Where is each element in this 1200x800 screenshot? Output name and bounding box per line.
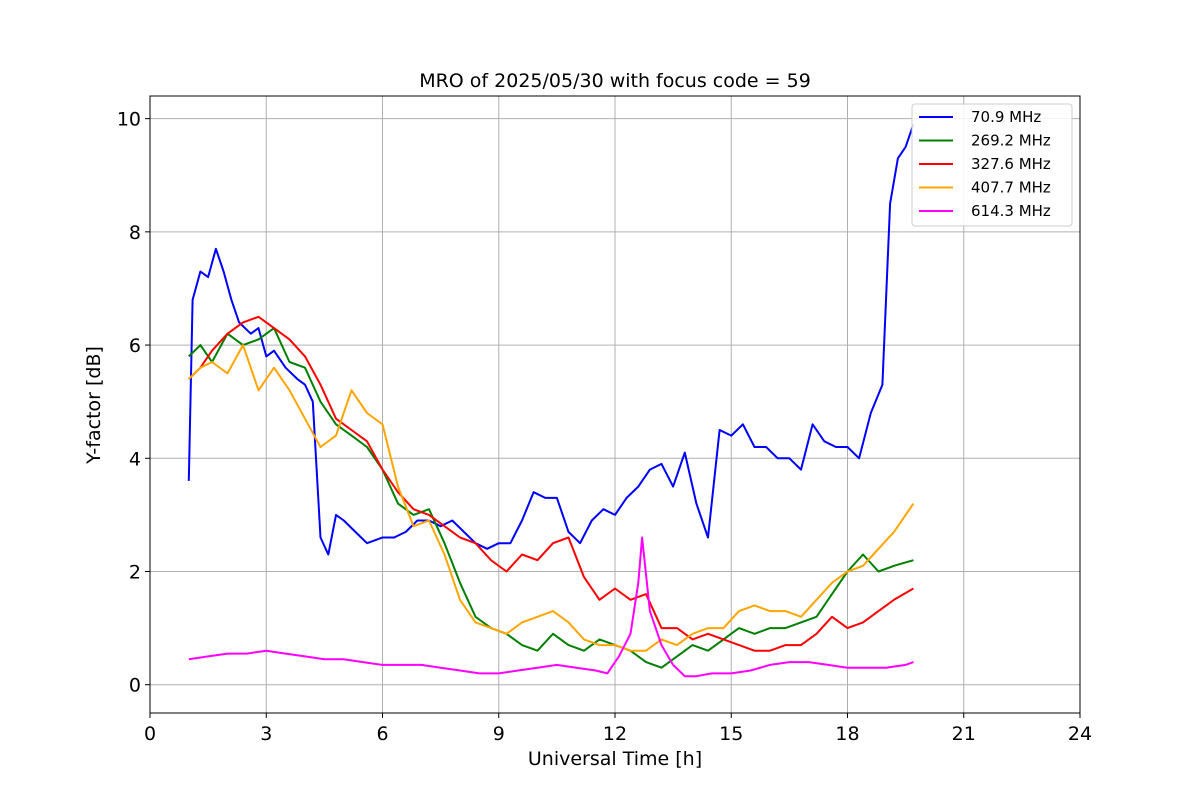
x-tick-label: 3 bbox=[260, 723, 272, 745]
series-0 bbox=[187, 123, 915, 556]
series-line bbox=[187, 123, 915, 556]
y-tick-label: 2 bbox=[129, 561, 141, 583]
series-4 bbox=[188, 536, 914, 678]
y-tick-label: 10 bbox=[117, 109, 141, 131]
legend-label: 407.7 MHz bbox=[971, 179, 1051, 197]
x-tick-label: 18 bbox=[835, 723, 859, 745]
x-tick-label: 0 bbox=[144, 723, 156, 745]
x-tick-label: 15 bbox=[719, 723, 743, 745]
y-tick-label: 6 bbox=[129, 335, 141, 357]
chart-title: MRO of 2025/05/30 with focus code = 59 bbox=[419, 70, 811, 92]
legend-label: 327.6 MHz bbox=[971, 155, 1051, 173]
y-tick-label: 0 bbox=[129, 675, 141, 697]
legend-label: 614.3 MHz bbox=[971, 202, 1051, 220]
series-line bbox=[188, 315, 914, 652]
legend-label: 70.9 MHz bbox=[971, 108, 1041, 126]
series-layer bbox=[187, 123, 915, 678]
legend-label: 269.2 MHz bbox=[971, 132, 1051, 150]
series-line bbox=[188, 344, 915, 652]
x-tick-label: 12 bbox=[603, 723, 627, 745]
x-tick-label: 6 bbox=[376, 723, 388, 745]
x-tick-label: 9 bbox=[493, 723, 505, 745]
series-1 bbox=[188, 327, 914, 669]
series-2 bbox=[188, 315, 914, 652]
x-axis-label: Universal Time [h] bbox=[528, 748, 702, 770]
series-line bbox=[188, 327, 914, 669]
x-tick-label: 21 bbox=[952, 723, 976, 745]
legend-box bbox=[911, 103, 1073, 227]
y-axis-label: Y-factor [dB] bbox=[83, 346, 105, 465]
series-3 bbox=[188, 344, 915, 652]
y-tick-label: 8 bbox=[129, 222, 141, 244]
legend: 70.9 MHz 269.2 MHz 327.6 MHz 407.7 MHz 614.3… bbox=[911, 103, 1073, 227]
y-tick-label: 4 bbox=[129, 448, 141, 470]
series-line bbox=[188, 536, 914, 678]
x-tick-label: 24 bbox=[1068, 723, 1092, 745]
